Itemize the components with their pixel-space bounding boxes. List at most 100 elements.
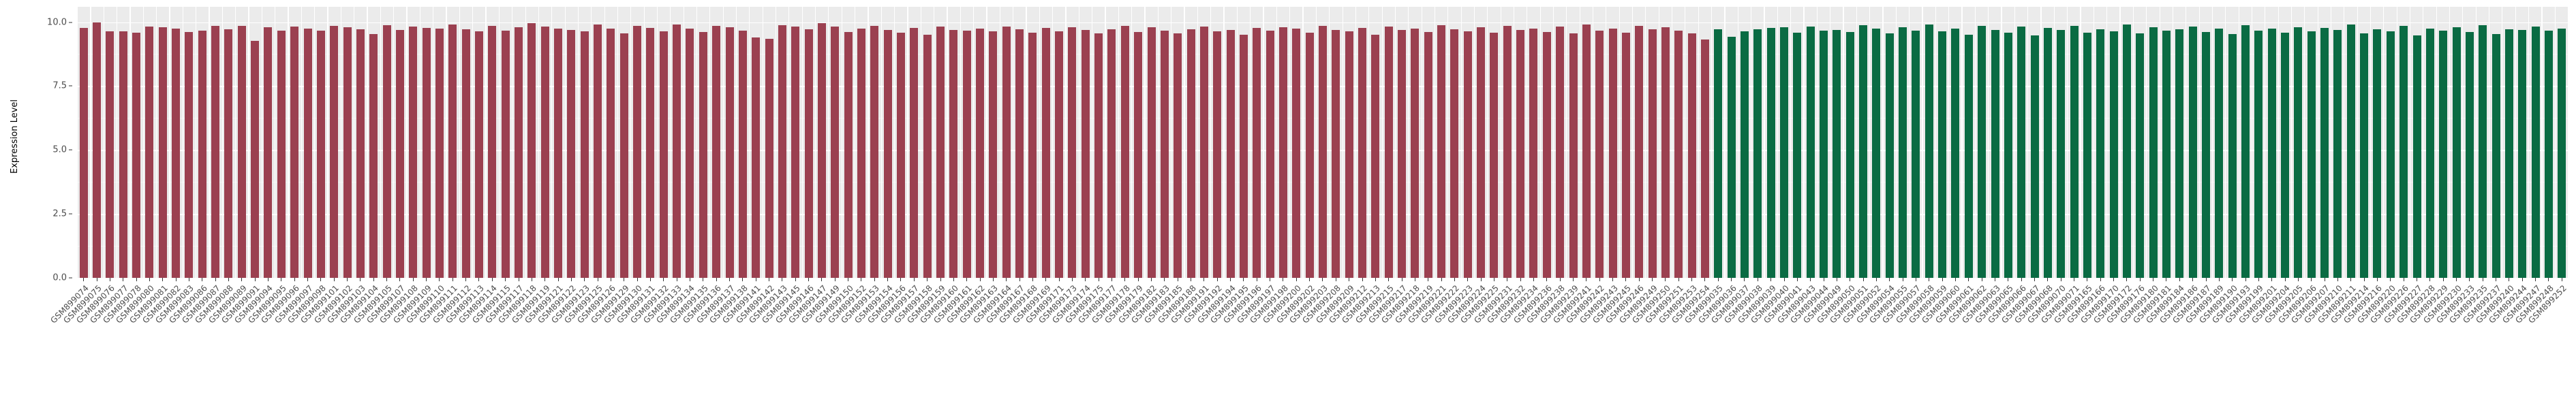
bar[interactable] <box>870 25 879 278</box>
bar[interactable] <box>119 31 127 278</box>
bar[interactable] <box>237 26 246 278</box>
bar[interactable] <box>1239 35 1248 278</box>
bar[interactable] <box>910 27 919 278</box>
bar[interactable] <box>1925 24 1933 278</box>
bar[interactable] <box>1028 33 1037 278</box>
bar[interactable] <box>2531 27 2540 278</box>
bar[interactable] <box>158 27 167 278</box>
bar[interactable] <box>501 30 510 278</box>
bar[interactable] <box>540 26 549 278</box>
bar[interactable] <box>883 30 892 278</box>
bar[interactable] <box>461 29 470 278</box>
bar[interactable] <box>2518 30 2527 278</box>
bar[interactable] <box>1477 27 1486 278</box>
bar[interactable] <box>1437 25 1446 278</box>
bar[interactable] <box>1806 26 1815 278</box>
bar[interactable] <box>2425 28 2434 278</box>
bar[interactable] <box>409 27 418 278</box>
bar[interactable] <box>686 28 694 278</box>
bar[interactable] <box>1094 33 1103 278</box>
bar[interactable] <box>488 26 497 278</box>
bar[interactable] <box>1068 27 1077 278</box>
bar[interactable] <box>1556 26 1565 278</box>
bar[interactable] <box>185 32 194 278</box>
bar[interactable] <box>2188 26 2197 278</box>
bar[interactable] <box>2412 35 2421 278</box>
bar[interactable] <box>1740 31 1749 278</box>
bar[interactable] <box>79 27 88 278</box>
bar[interactable] <box>778 25 786 278</box>
bar[interactable] <box>2320 27 2329 278</box>
bar[interactable] <box>923 34 932 278</box>
bar[interactable] <box>1147 27 1156 278</box>
bar[interactable] <box>1292 29 1301 278</box>
bar[interactable] <box>752 37 761 278</box>
bar[interactable] <box>804 29 813 278</box>
bar[interactable] <box>2254 30 2263 278</box>
bar[interactable] <box>515 27 523 278</box>
bar[interactable] <box>2043 28 2052 278</box>
bar[interactable] <box>1134 31 1143 278</box>
bar[interactable] <box>607 29 615 278</box>
bar[interactable] <box>1820 31 1828 278</box>
bar[interactable] <box>594 25 602 278</box>
bar[interactable] <box>211 26 220 278</box>
bar[interactable] <box>2175 29 2184 278</box>
bar[interactable] <box>2333 29 2342 278</box>
bar[interactable] <box>2558 28 2566 278</box>
bar[interactable] <box>1529 28 1538 278</box>
bar[interactable] <box>1542 31 1551 278</box>
bar[interactable] <box>2294 27 2303 278</box>
bar[interactable] <box>1582 25 1591 278</box>
bar[interactable] <box>1516 29 1525 278</box>
bar[interactable] <box>567 29 576 278</box>
bar[interactable] <box>2399 26 2408 278</box>
bar[interactable] <box>896 32 905 278</box>
bar[interactable] <box>1266 31 1274 278</box>
bar[interactable] <box>976 29 985 278</box>
bar[interactable] <box>2346 24 2355 278</box>
bar[interactable] <box>673 24 681 278</box>
bar[interactable] <box>1621 32 1630 278</box>
bar[interactable] <box>1411 28 1420 278</box>
bar[interactable] <box>1991 29 1999 278</box>
bar[interactable] <box>1780 27 1788 278</box>
bar[interactable] <box>936 26 945 278</box>
bar[interactable] <box>1055 31 1064 278</box>
bar[interactable] <box>2267 29 2276 278</box>
bar[interactable] <box>1648 29 1657 278</box>
bar[interactable] <box>2109 31 2118 278</box>
bar[interactable] <box>422 27 431 278</box>
bar[interactable] <box>527 23 536 278</box>
bar[interactable] <box>2162 30 2171 278</box>
bar[interactable] <box>356 29 365 278</box>
bar[interactable] <box>2465 32 2474 278</box>
bar[interactable] <box>831 27 840 278</box>
bar[interactable] <box>2215 28 2224 278</box>
bar[interactable] <box>2307 31 2316 278</box>
bar[interactable] <box>791 26 800 278</box>
bar[interactable] <box>2479 25 2487 278</box>
bar[interactable] <box>369 33 378 278</box>
bar[interactable] <box>343 27 352 278</box>
bar[interactable] <box>619 33 628 278</box>
bar[interactable] <box>106 31 114 278</box>
bar[interactable] <box>1793 32 1802 278</box>
bar[interactable] <box>817 23 826 278</box>
bar[interactable] <box>2241 25 2250 278</box>
bar[interactable] <box>989 31 998 278</box>
bar[interactable] <box>2136 33 2145 278</box>
bar[interactable] <box>2149 27 2158 278</box>
bar[interactable] <box>2096 29 2105 278</box>
bar[interactable] <box>1253 27 1261 278</box>
bar[interactable] <box>1002 27 1011 278</box>
bar[interactable] <box>1714 29 1723 278</box>
bar[interactable] <box>1120 25 1129 278</box>
bar[interactable] <box>330 25 339 278</box>
bar[interactable] <box>633 26 642 278</box>
bar[interactable] <box>1081 30 1090 278</box>
bar[interactable] <box>1766 27 1775 278</box>
bar[interactable] <box>93 22 101 278</box>
bar[interactable] <box>1107 29 1116 278</box>
bar[interactable] <box>1174 33 1182 278</box>
